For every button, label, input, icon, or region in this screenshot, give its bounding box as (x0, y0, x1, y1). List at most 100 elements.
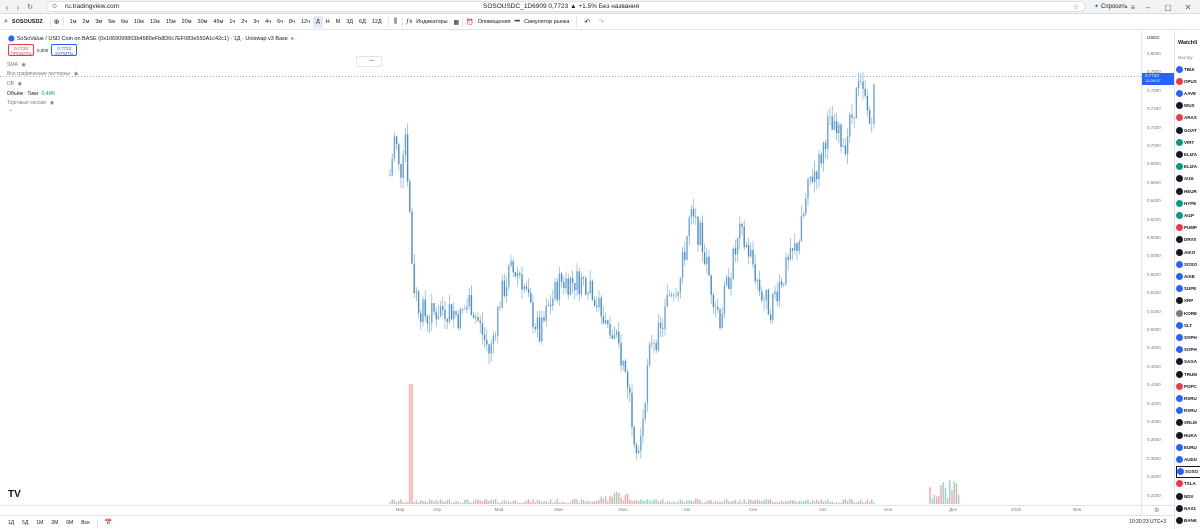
timeframe-8[interactable]: 20м (181, 19, 192, 25)
watchlist-item[interactable]: HEUR (1176, 185, 1200, 197)
timeframe-7[interactable]: 15м (165, 19, 176, 25)
watchlist-item[interactable]: TBUI (1176, 63, 1200, 75)
back-icon[interactable]: ‹ (5, 2, 9, 12)
minimize-icon[interactable]: – (1145, 2, 1151, 12)
address-bar[interactable]: ⊙ ru.tradingview.com SOSOUSDC_1D6909 0,7… (46, 1, 1086, 12)
watchlist-item[interactable]: RSRU (1176, 392, 1200, 404)
timeframe-16[interactable]: 8ч (289, 19, 295, 25)
watchlist-item[interactable]: AIXB (1176, 270, 1200, 282)
watchlist-item[interactable]: SAGA (1176, 356, 1200, 368)
watchlist-item[interactable]: ELIZA (1176, 148, 1200, 160)
timeframe-22[interactable]: 6Д (359, 19, 366, 25)
watchlist-item[interactable]: XRLM (1176, 417, 1200, 429)
range-button-3[interactable]: 3М (51, 519, 59, 526)
clock[interactable]: 10:20:23 UTC+3 (1129, 519, 1166, 525)
alerts-button[interactable]: Оповещения (477, 19, 511, 25)
range-button-0[interactable]: 1Д (8, 519, 15, 526)
watchlist-item[interactable]: SOSO (1176, 465, 1200, 478)
watchlist-item[interactable]: HUKA (1176, 429, 1200, 441)
bookmark-star-icon[interactable]: ☆ (1073, 4, 1080, 11)
watchlist-item[interactable]: NDX (1176, 490, 1200, 502)
compare-add-icon[interactable]: ⊕ (53, 19, 60, 26)
timeframe-12[interactable]: 2ч (241, 19, 248, 25)
watchlist-item[interactable]: RSRU (1176, 405, 1200, 417)
redo-icon[interactable]: ↷ (598, 19, 605, 26)
tradingview-logo[interactable]: TV (8, 489, 21, 500)
timeframe-1[interactable]: 2м (82, 19, 90, 25)
eye-icon[interactable]: ◉ (21, 62, 26, 68)
legend-indicator-sma[interactable]: SMA ◉ (7, 62, 26, 68)
symbol-search-button[interactable]: SOSOUSDZ (11, 19, 43, 25)
watchlist-item[interactable]: WUS (1176, 100, 1200, 112)
templates-icon[interactable]: ▦ (453, 19, 460, 26)
timeframe-14[interactable]: 4ч (265, 19, 272, 25)
drawing-toolbar-toggle[interactable]: ⋮ — (356, 56, 382, 67)
replay-button[interactable]: Симулятор рынка (523, 19, 570, 25)
undo-icon[interactable]: ↶ (584, 19, 591, 26)
watchlist-item[interactable]: DRVS (1176, 234, 1200, 246)
timeframe-2[interactable]: 3м (95, 19, 103, 25)
timeframe-17[interactable]: 12ч (300, 19, 310, 25)
watchlist-item[interactable]: AI1P (1176, 209, 1200, 221)
reload-icon[interactable]: ↻ (27, 4, 33, 11)
timeframe-19[interactable]: Н (325, 19, 330, 25)
legend-indicator-db[interactable]: DB ◉ (7, 81, 22, 87)
timeframe-21[interactable]: 3Д (346, 19, 354, 25)
watchlist-item[interactable]: AAVE (1176, 87, 1200, 99)
time-scale[interactable]: Мар Апр Май Июн Июл Авг Сен Окт Ноя Дек 2026 Фев (0, 505, 1141, 515)
forward-icon[interactable]: › (16, 2, 20, 12)
watchlist-item[interactable]: NAS1 (1176, 502, 1200, 514)
timeframe-18[interactable]: Д (312, 16, 323, 28)
watchlist-item[interactable]: AUDU (1176, 453, 1200, 465)
watchlist-item[interactable]: SOSO (1176, 258, 1200, 270)
timeframe-4[interactable]: 6м (121, 19, 128, 25)
watchlist-item[interactable]: SUPE (1176, 283, 1200, 295)
timeframe-15[interactable]: 6ч (277, 19, 284, 25)
watchlist-item[interactable]: PUMP (1176, 222, 1200, 234)
watchlist-item[interactable]: OPUS (1176, 75, 1200, 87)
watchlist-item[interactable]: KORE (1176, 307, 1200, 319)
watchlist-item[interactable]: ELIZA (1176, 161, 1200, 173)
search-icon[interactable]: ⌕ (4, 18, 8, 25)
timeframe-20[interactable]: М (335, 19, 341, 25)
menu-icon[interactable]: ≡ (1130, 2, 1136, 12)
range-button-1[interactable]: 5Д (22, 519, 29, 526)
sell-button[interactable]: 0,7723 ПРОДАТЬ (8, 44, 34, 56)
buy-button[interactable]: 0,7723 КУПИТЬ (51, 44, 78, 56)
range-button-5[interactable]: Все (81, 519, 90, 526)
watchlist-item[interactable]: ARAS (1176, 112, 1200, 124)
watchlist-item[interactable]: SOPH (1176, 331, 1200, 343)
watchlist-title[interactable]: Watchli (1178, 40, 1198, 46)
watchlist-item[interactable]: VIRT (1176, 136, 1200, 148)
currency-label[interactable]: USDC (1147, 35, 1160, 40)
watchlist-item[interactable]: TSLA (1176, 478, 1200, 490)
legend-indicator-volume[interactable]: Объём · Тики 0,4ИК (7, 91, 55, 97)
watchlist-item[interactable]: TRUM (1176, 368, 1200, 380)
watchlist-item[interactable]: GOAT (1176, 124, 1200, 136)
watchlist-item[interactable]: SLT (1176, 319, 1200, 331)
timeframe-23[interactable]: 12Д (371, 19, 382, 25)
candles-icon[interactable]: ⫼ (393, 18, 397, 25)
timeframe-11[interactable]: 1ч (229, 19, 236, 25)
timeframe-5[interactable]: 10м (133, 19, 144, 25)
eye-icon[interactable]: ◉ (73, 71, 79, 77)
watchlist-item[interactable]: HYPE (1176, 197, 1200, 209)
timeframe-6[interactable]: 12м (149, 19, 160, 25)
settings-gear-icon[interactable]: ⚙ (1154, 508, 1160, 514)
chart-pane[interactable]: ⬤ SoSoValue / USD Coin on BASE (0x106909… (0, 31, 1141, 514)
scale-settings[interactable]: ⚙ (1141, 505, 1174, 515)
legend-indicator-sessions[interactable]: Торговые сессии ◉ (7, 100, 54, 106)
price-scale[interactable]: USDC 0,8000 0,7800 0,7600 0,7400 0,7200 0,700… (1141, 31, 1174, 514)
ask-button[interactable]: ✦ Спросить (1094, 2, 1128, 11)
range-button-4[interactable]: 6М (66, 519, 74, 526)
range-button-2[interactable]: 1М (36, 519, 44, 526)
timeframe-13[interactable]: 3ч (253, 19, 260, 25)
eye-icon[interactable]: ◉ (49, 100, 55, 106)
watchlist-item[interactable]: XRP (1176, 295, 1200, 307)
timeframe-10[interactable]: 45м (213, 19, 224, 25)
timeframe-0[interactable]: 1м (69, 19, 77, 25)
watchlist-item[interactable]: BANK (1176, 514, 1200, 526)
legend-indicator-patterns[interactable]: Все графические паттерны ◉ (7, 71, 78, 77)
collapse-legend-icon[interactable]: ⌃ (8, 110, 14, 116)
timeframe-3[interactable]: 5м (108, 19, 116, 25)
